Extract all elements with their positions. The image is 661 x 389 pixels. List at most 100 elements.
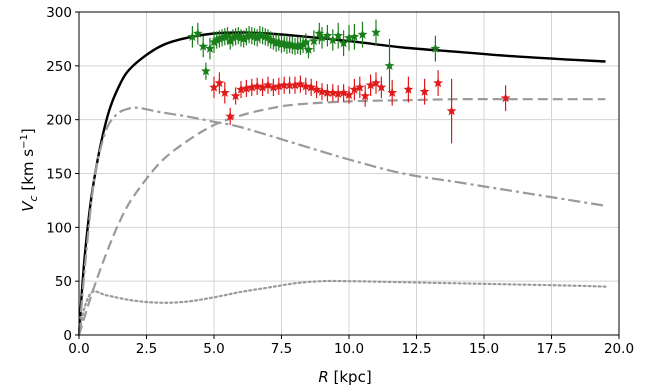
red-star-point [300, 81, 311, 91]
green-star-point [309, 35, 319, 46]
green-star-point [192, 28, 203, 38]
grid [78, 11, 620, 336]
x-tick-label: 0.0 [68, 341, 89, 357]
green-star-point [295, 41, 306, 51]
red-star-point [219, 87, 230, 97]
green-star-point [273, 36, 284, 47]
green-star-point [230, 31, 241, 41]
green-star-point [279, 38, 290, 48]
x-tick-label: 20.0 [604, 341, 634, 357]
green-star-point [276, 39, 287, 49]
total-curve [77, 31, 606, 336]
green-star-point [300, 36, 311, 47]
green-star-point [290, 41, 300, 51]
green-star-point [282, 40, 292, 50]
green-star-point [222, 30, 233, 40]
x-tick-label: 12.5 [401, 341, 431, 357]
red-star-point [333, 88, 344, 98]
green-star-point [252, 32, 263, 42]
red-star-point [214, 77, 225, 88]
green-star-point [198, 41, 209, 51]
green-star-point [241, 31, 252, 41]
red-star-point [209, 82, 219, 92]
red-star-point [344, 89, 354, 100]
dotted-component-curve [77, 279, 607, 337]
red-star-point [433, 77, 443, 88]
green-star-point [219, 31, 230, 41]
green-star-point [205, 43, 215, 53]
green-star-point [228, 32, 238, 42]
y-tick-label: 200 [46, 113, 72, 129]
red-star-point [311, 84, 322, 94]
x-tick-label: 17.5 [536, 341, 566, 357]
svg-text:Vc [km s−1]: Vc [km s−1] [19, 128, 40, 211]
red-star-point [354, 82, 365, 92]
red-star-point [279, 80, 290, 90]
red-star-point [446, 105, 457, 116]
x-tick-label: 15.0 [469, 341, 499, 357]
green-star-point [317, 32, 327, 42]
data-points [187, 19, 511, 144]
red-star-point [295, 78, 306, 89]
ticks: 0.0 2.5 5.0 7.5 10.0 12.5 15.0 17.5 20.0 0 50 100 15… [46, 5, 634, 357]
red-star-point [268, 82, 279, 92]
green-star-point [217, 32, 227, 42]
green-star-point [233, 30, 244, 40]
red-star-point [306, 82, 317, 92]
red-star-point [371, 77, 381, 88]
green-star-point [430, 43, 441, 53]
red-star-point [257, 82, 268, 92]
red-star-point [241, 83, 252, 93]
red-star-point [365, 80, 376, 90]
red-star-point [376, 82, 387, 92]
red-star-point [236, 84, 246, 94]
green-star-point [371, 27, 381, 37]
y-tick-label: 0 [63, 328, 72, 344]
red-star-point [273, 81, 284, 91]
x-tick-label: 2.5 [136, 341, 157, 357]
green-star-point [333, 30, 344, 40]
green-star-point [357, 29, 368, 39]
red-star-point [230, 90, 241, 101]
green-star-point [271, 38, 281, 48]
green-star-point [314, 28, 325, 38]
red-star-point [246, 82, 257, 92]
green-star-point [384, 60, 395, 70]
x-axis-label: R [kpc] [318, 368, 371, 386]
green-star-point [201, 66, 211, 76]
green-star-point [303, 44, 314, 54]
red-star-point [252, 81, 263, 91]
x-tick-label: 5.0 [203, 341, 224, 357]
red-star-point [290, 80, 300, 90]
red-star-point [284, 80, 295, 90]
red-star-point [403, 84, 414, 94]
green-star-point [322, 30, 333, 40]
green-star-point [209, 36, 219, 47]
green-star-point [214, 33, 225, 44]
red-star-point [349, 84, 360, 94]
red-star-point [419, 86, 430, 96]
red-star-point [338, 87, 349, 97]
red-star-point [387, 87, 398, 97]
dashed-component-curve [77, 98, 606, 336]
green-star-point [263, 32, 273, 42]
red-star-point [225, 111, 236, 121]
red-star-point [317, 86, 327, 96]
red-star-point [360, 90, 371, 101]
x-tick-label: 7.5 [271, 341, 292, 357]
green-star-point [298, 39, 308, 49]
green-star-point [338, 38, 349, 48]
y-axis-label: Vc [km s−1] [19, 128, 40, 211]
dashdot-component-curve [77, 106, 606, 336]
y-tick-label: 300 [46, 5, 72, 21]
green-star-point [211, 34, 222, 45]
y-tick-label: 250 [46, 59, 72, 75]
y-tick-label: 50 [55, 274, 72, 290]
red-star-point [327, 87, 338, 97]
svg-text:R [kpc]: R [kpc] [318, 368, 371, 386]
y-tick-label: 100 [46, 220, 72, 236]
green-star-point [268, 35, 279, 46]
green-star-point [187, 31, 198, 41]
green-star-point [327, 34, 338, 45]
